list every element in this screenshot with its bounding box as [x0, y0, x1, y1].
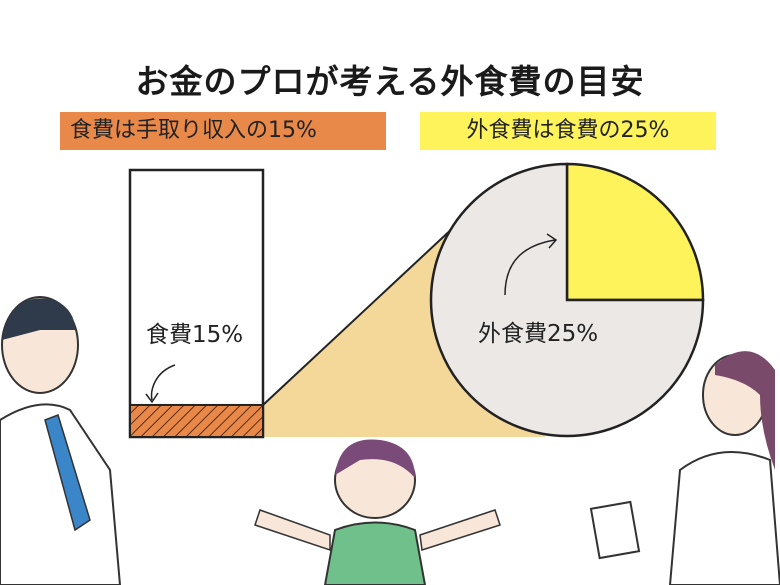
bar-total — [128, 168, 265, 439]
woman-illustration — [589, 351, 780, 585]
pie-label: 外食費25% — [478, 321, 599, 347]
arrow-bar — [150, 364, 176, 401]
girl-illustration — [254, 439, 501, 585]
eating-out-ratio-label: 外食費は食費の25% — [420, 112, 716, 150]
bar-food-segment — [129, 403, 264, 438]
arrow-pie — [504, 239, 556, 296]
bar-label: 食費15% — [146, 322, 244, 348]
page-title: お金のプロが考える外食費の目安 — [135, 62, 645, 101]
food-ratio-label: 食費は手取り収入の15% — [60, 112, 386, 150]
pie-slice-0 — [565, 162, 705, 302]
pie-chart — [429, 162, 705, 438]
man-illustration — [0, 296, 122, 585]
pie-slice-1 — [429, 162, 705, 438]
